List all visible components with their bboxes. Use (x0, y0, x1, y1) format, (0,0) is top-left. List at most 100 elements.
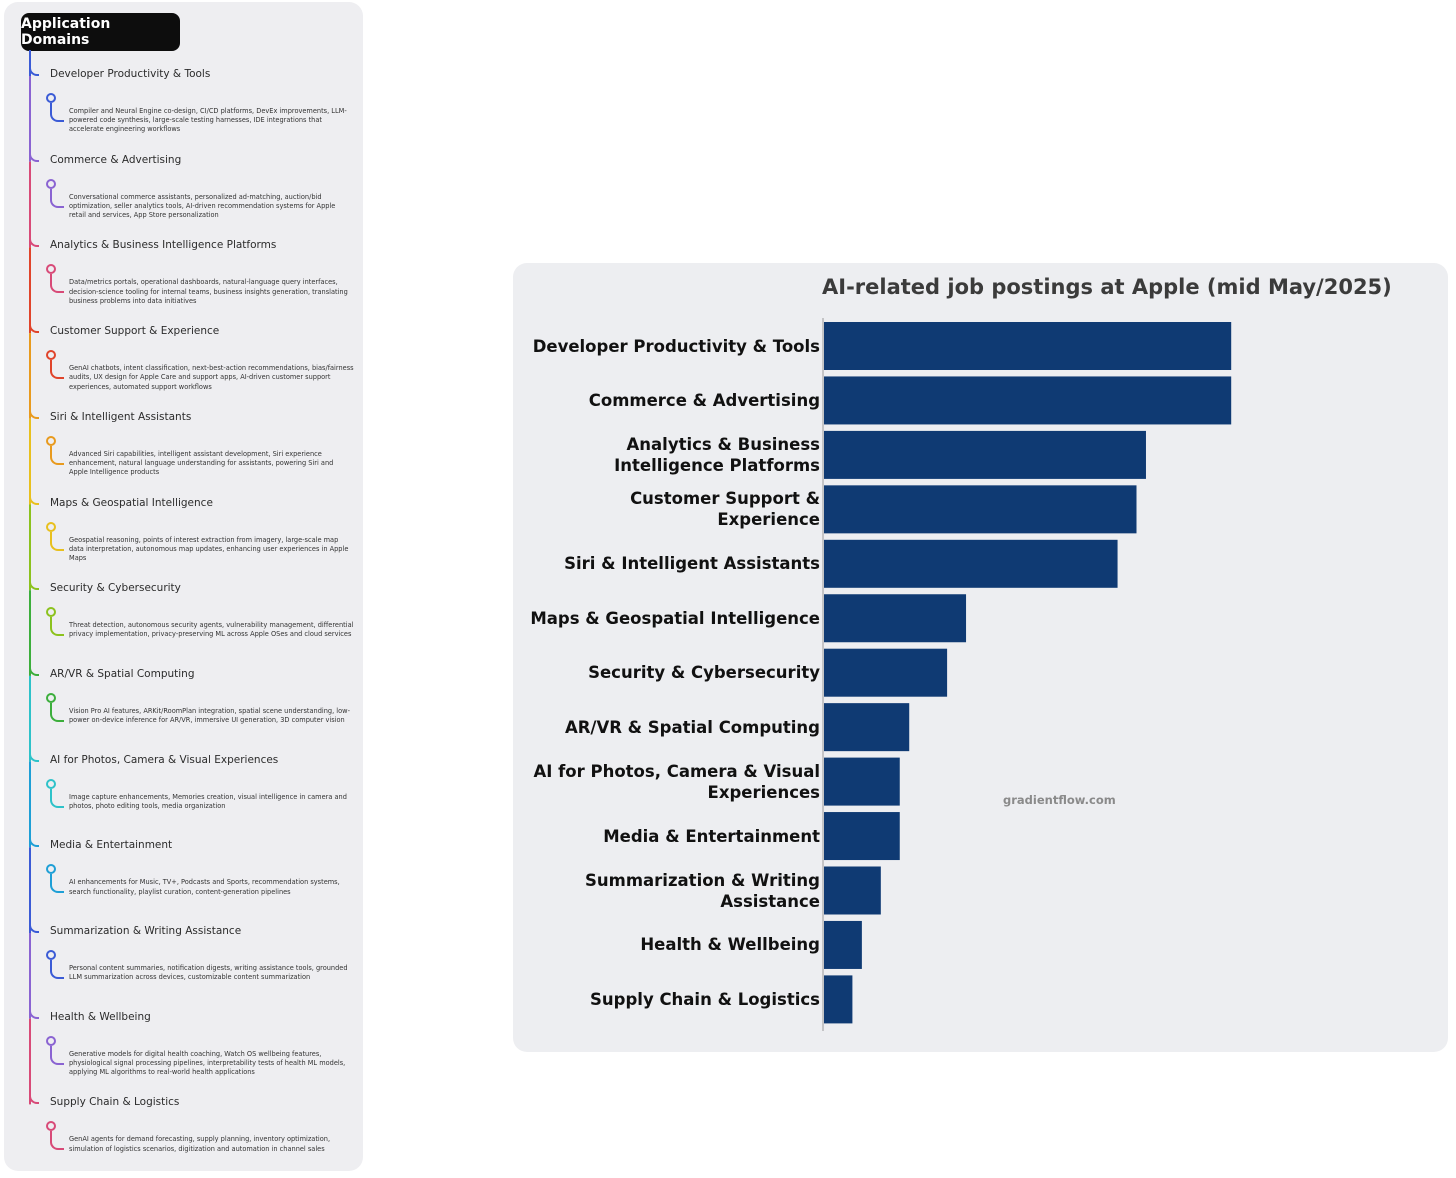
category-label: Siri & Intelligent Assistants (564, 554, 820, 574)
branch-connector (29, 321, 39, 334)
mindmap-branch: Siri & Intelligent Assistants Advanced Si… (4, 406, 363, 493)
mindmap-branch: Media & Entertainment AI enhancements for… (4, 835, 363, 921)
branch-node-icon (46, 950, 56, 960)
branch-description: GenAI chatbots, intent classification, n… (69, 364, 354, 391)
category-label: Developer Productivity & Tools (532, 336, 820, 356)
leaf-connector (50, 874, 64, 894)
branch-connector (29, 1092, 39, 1105)
branch-connector (29, 578, 39, 591)
bar (824, 757, 900, 806)
watermark: gradientflow.com (1003, 793, 1116, 807)
trunk-segment (29, 761, 31, 848)
mindmap-branch: AI for Photos, Camera & Visual Experienc… (4, 749, 363, 836)
branch-title: Customer Support & Experience (50, 325, 220, 338)
branch-connector (29, 149, 39, 162)
trunk-segment (29, 76, 31, 162)
chart-title: AI-related job postings at Apple (mid Ma… (822, 275, 1392, 299)
bar (824, 376, 1232, 425)
leaf-connector (50, 1131, 64, 1151)
chart-panel: AI-related job postings at Apple (mid Ma… (513, 263, 1448, 1052)
branch-connector (29, 921, 39, 933)
bar (824, 322, 1232, 370)
mindmap-branch: AR/VR & Spatial Computing Vision Pro AI f… (4, 663, 363, 750)
branch-node-icon (46, 607, 56, 618)
mindmap-branch: Analytics & Business Intelligence Platfo… (4, 235, 363, 321)
branch-node-icon (46, 435, 56, 446)
branch-node-icon (46, 1121, 56, 1132)
mindmap-trunk (29, 50, 31, 1105)
branch-description: GenAI agents for demand forecasting, sup… (69, 1135, 331, 1153)
branch-connector (29, 406, 39, 419)
branch-node-icon (46, 864, 56, 875)
bar (824, 703, 910, 752)
trunk-segment (29, 847, 31, 933)
mindmap-branch: Customer Support & Experience GenAI chatb… (4, 321, 363, 407)
leaf-connector (50, 360, 64, 380)
branch-title: Media & Entertainment (50, 839, 173, 852)
leaf-connector (50, 531, 64, 551)
leaf-connector (50, 1045, 64, 1065)
trunk-segment (29, 504, 31, 591)
branch-description: Geospatial reasoning, points of interest… (69, 535, 349, 562)
branch-title: Supply Chain & Logistics (50, 1096, 180, 1109)
branch-node-icon (46, 521, 56, 532)
bar (824, 594, 967, 643)
branch-description: Personal content summaries, notification… (69, 964, 348, 982)
bar (824, 920, 862, 969)
branch-connector (29, 1006, 39, 1019)
leaf-connector (50, 103, 64, 122)
mindmap-branch: Supply Chain & Logistics GenAI agents for… (4, 1092, 363, 1178)
branch-title: Siri & Intelligent Assistants (50, 410, 192, 423)
category-label: Customer Support & Experience (630, 489, 820, 530)
leaf-connector (50, 960, 64, 979)
branch-title: AI for Photos, Camera & Visual Experienc… (50, 753, 279, 766)
branch-connector (29, 835, 39, 848)
category-label: AR/VR & Spatial Computing (564, 717, 820, 737)
bar (824, 975, 853, 1024)
branch-title: Security & Cybersecurity (50, 582, 181, 595)
trunk-segment (29, 590, 31, 676)
category-label: Health & Wellbeing (640, 935, 820, 955)
bar (824, 866, 881, 915)
category-label: Supply Chain & Logistics (590, 989, 820, 1009)
branch-title: Commerce & Advertising (50, 153, 182, 166)
category-label: Summarization & Writing Assistance (585, 870, 820, 911)
branch-title: AR/VR & Spatial Computing (50, 667, 195, 680)
mindmap-root: Application Domains (21, 13, 180, 51)
branch-connector (29, 749, 39, 762)
bar-chart (822, 318, 1232, 1031)
branch-node-icon (46, 93, 56, 103)
mindmap-branch: Health & Wellbeing Generative models for … (4, 1006, 363, 1093)
mindmap-branch: Developer Productivity & Tools Compiler a… (4, 64, 363, 150)
branch-connector (29, 235, 39, 248)
branch-description: Advanced Siri capabilities, intelligent … (69, 449, 334, 477)
category-label: Commerce & Advertising (588, 390, 820, 410)
bar (824, 539, 1118, 588)
branch-node-icon (46, 178, 56, 189)
category-label: Media & Entertainment (603, 826, 820, 846)
bar (824, 812, 900, 861)
branch-description: Vision Pro AI features, ARKit/RoomPlan i… (69, 706, 350, 725)
trunk-segment (29, 333, 31, 419)
bar (824, 648, 948, 697)
bar (824, 430, 1146, 479)
category-label: Security & Cybersecurity (588, 663, 820, 683)
trunk-segment (29, 161, 31, 248)
branch-node-icon (46, 1035, 56, 1046)
branch-title: Health & Wellbeing (50, 1010, 151, 1023)
category-label: AI for Photos, Camera & Visual Experienc… (533, 761, 820, 802)
branch-description: Conversational commerce assistants, pers… (69, 192, 336, 220)
trunk-segment (29, 675, 31, 762)
branch-title: Maps & Geospatial Intelligence (50, 496, 213, 509)
category-label: Analytics & Business Intelligence Platfo… (614, 434, 820, 475)
branch-description: Generative models for digital health coa… (69, 1049, 346, 1077)
trunk-segment (29, 418, 31, 505)
branch-node-icon (46, 264, 56, 275)
branch-description: Data/metrics portals, operational dashbo… (69, 278, 348, 305)
leaf-connector (50, 702, 64, 722)
bar (824, 485, 1137, 534)
leaf-connector (50, 617, 64, 637)
branch-title: Developer Productivity & Tools (50, 68, 211, 80)
mindmap-branch: Maps & Geospatial Intelligence Geospatial… (4, 492, 363, 579)
trunk-segment (29, 1018, 31, 1105)
